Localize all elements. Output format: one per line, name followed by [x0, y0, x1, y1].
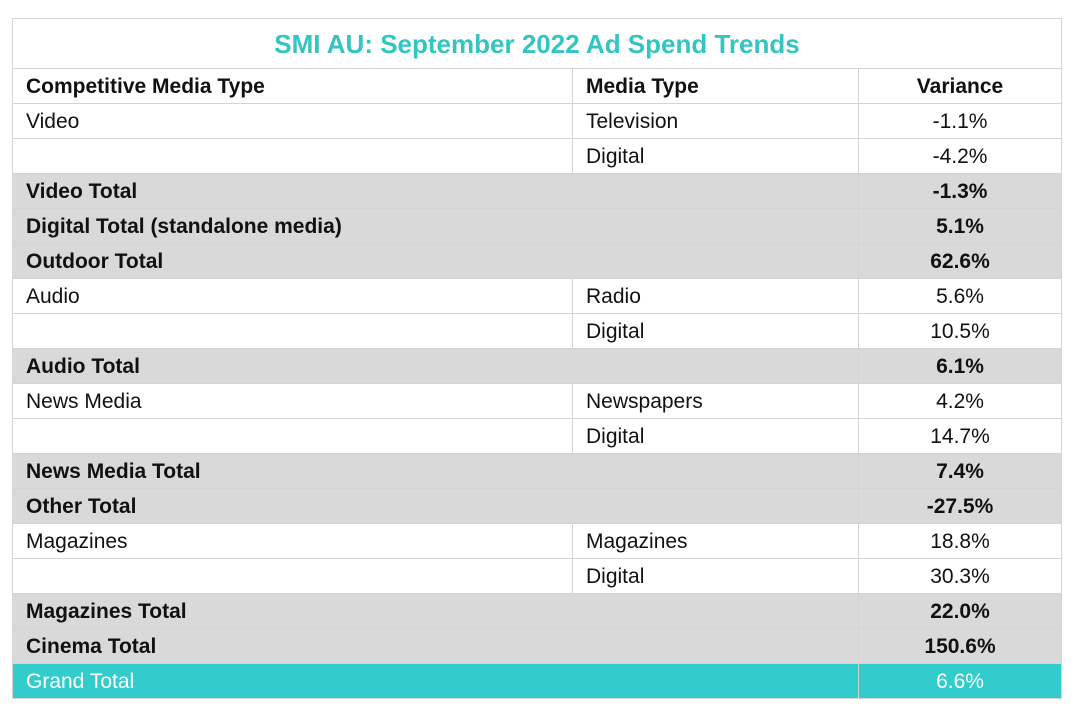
variance-cell: 14.7% [857, 418, 1063, 454]
table-row: Digital 14.7% [12, 418, 1063, 454]
total-row: Audio Total 6.1% [12, 348, 1063, 384]
total-row: Video Total -1.3% [12, 173, 1063, 209]
total-variance-cell: 22.0% [857, 593, 1063, 629]
media-type-cell: Radio [572, 278, 859, 314]
competitive-media-type-cell [12, 418, 573, 454]
total-row: Other Total -27.5% [12, 488, 1063, 524]
table-row: Digital 30.3% [12, 558, 1063, 594]
header-variance: Variance [857, 68, 1063, 104]
grand-total-label: Grand Total [12, 663, 859, 699]
competitive-media-type-cell: Audio [12, 278, 573, 314]
media-type-cell: Television [572, 103, 859, 139]
variance-cell: 10.5% [857, 313, 1063, 349]
variance-cell: 18.8% [857, 523, 1063, 559]
header-media-type: Media Type [572, 68, 859, 104]
title-row: SMI AU: September 2022 Ad Spend Trends [11, 18, 1063, 69]
total-variance-cell: 62.6% [857, 243, 1063, 279]
table-body: Video Television -1.1% Digital -4.2% Video To… [12, 103, 1063, 699]
total-label-cell: Audio Total [12, 348, 859, 384]
table-row: Digital 10.5% [12, 313, 1063, 349]
total-variance-cell: -27.5% [857, 488, 1063, 524]
media-type-cell: Digital [572, 138, 859, 174]
total-variance-cell: -1.3% [857, 173, 1063, 209]
total-row: Digital Total (standalone media) 5.1% [12, 208, 1063, 244]
table-row: Magazines Magazines 18.8% [12, 523, 1063, 559]
total-label-cell: Outdoor Total [12, 243, 859, 279]
table-row: News Media Newspapers 4.2% [12, 383, 1063, 419]
media-type-cell: Magazines [572, 523, 859, 559]
total-label-cell: Other Total [12, 488, 859, 524]
variance-cell: 5.6% [857, 278, 1063, 314]
table-title: SMI AU: September 2022 Ad Spend Trends [11, 18, 1063, 69]
total-row: News Media Total 7.4% [12, 453, 1063, 489]
media-type-cell: Digital [572, 558, 859, 594]
total-label-cell: News Media Total [12, 453, 859, 489]
competitive-media-type-cell [12, 138, 573, 174]
competitive-media-type-cell: Video [12, 103, 573, 139]
table-row: Digital -4.2% [12, 138, 1063, 174]
total-row: Cinema Total 150.6% [12, 628, 1063, 664]
variance-cell: -4.2% [857, 138, 1063, 174]
grand-total-variance: 6.6% [857, 663, 1063, 699]
media-type-cell: Digital [572, 313, 859, 349]
media-type-cell: Newspapers [572, 383, 859, 419]
competitive-media-type-cell: News Media [12, 383, 573, 419]
media-type-cell: Digital [572, 418, 859, 454]
variance-cell: 4.2% [857, 383, 1063, 419]
grand-total-row: Grand Total 6.6% [12, 663, 1063, 699]
competitive-media-type-cell [12, 313, 573, 349]
total-variance-cell: 7.4% [857, 453, 1063, 489]
ad-spend-table: SMI AU: September 2022 Ad Spend Trends C… [11, 18, 1063, 699]
total-label-cell: Video Total [12, 173, 859, 209]
total-label-cell: Magazines Total [12, 593, 859, 629]
competitive-media-type-cell [12, 558, 573, 594]
ad-spend-table-container: SMI AU: September 2022 Ad Spend Trends C… [11, 18, 1063, 699]
total-row: Outdoor Total 62.6% [12, 243, 1063, 279]
table-row: Video Television -1.1% [12, 103, 1063, 139]
header-row: Competitive Media Type Media Type Varian… [12, 68, 1063, 104]
total-variance-cell: 5.1% [857, 208, 1063, 244]
total-row: Magazines Total 22.0% [12, 593, 1063, 629]
total-label-cell: Digital Total (standalone media) [12, 208, 859, 244]
total-variance-cell: 6.1% [857, 348, 1063, 384]
competitive-media-type-cell: Magazines [12, 523, 573, 559]
total-variance-cell: 150.6% [857, 628, 1063, 664]
total-label-cell: Cinema Total [12, 628, 859, 664]
variance-cell: -1.1% [857, 103, 1063, 139]
header-competitive-media-type: Competitive Media Type [12, 68, 573, 104]
table-row: Audio Radio 5.6% [12, 278, 1063, 314]
variance-cell: 30.3% [857, 558, 1063, 594]
